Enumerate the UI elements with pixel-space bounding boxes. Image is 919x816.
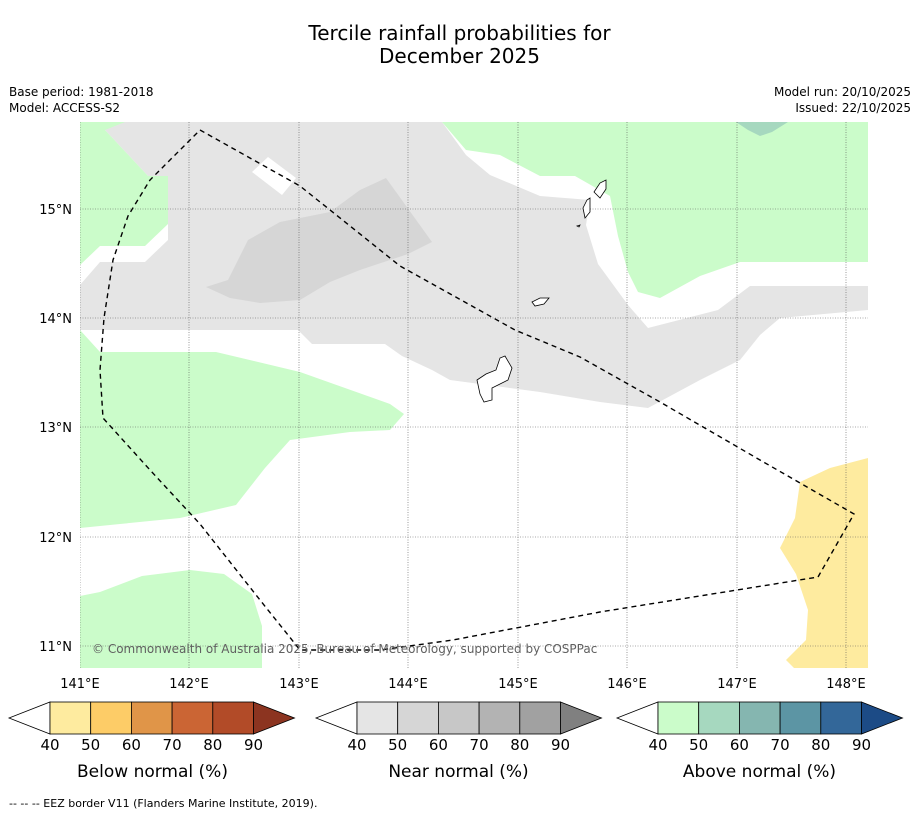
map-area: © Commonwealth of Australia 2025, Bureau… xyxy=(80,122,868,668)
colorbar-tick-label: 80 xyxy=(510,736,529,754)
near-gap-strip xyxy=(252,157,296,195)
islands xyxy=(476,179,607,403)
lon-label: 145°E xyxy=(498,677,538,692)
above-normal-region-w xyxy=(80,330,404,528)
colorbar-segment xyxy=(519,701,561,735)
lon-label: 141°E xyxy=(60,677,100,692)
island-tinian xyxy=(582,197,591,219)
island-rota xyxy=(531,297,550,307)
lon-label: 143°E xyxy=(279,677,319,692)
below-normal-colorbar-title: Below normal (%) xyxy=(77,762,228,782)
colorbar-tick-label: 40 xyxy=(40,736,59,754)
colorbar-arrow-high xyxy=(560,701,603,735)
colorbar-tick-label: 90 xyxy=(551,736,570,754)
eez-footnote: -- -- -- EEZ border V11 (Flanders Marine… xyxy=(9,797,318,810)
above-normal-region-nw xyxy=(80,122,168,265)
island-saipan xyxy=(593,179,607,199)
colorbar-arrow-low xyxy=(314,701,358,735)
colorbar-tick-label: 60 xyxy=(429,736,448,754)
colorbar-arrow-high xyxy=(253,701,296,735)
near-normal-colorbar: 40 50 60 70 80 90 xyxy=(314,701,603,754)
above-normal-colorbar: 40 50 60 70 80 90 xyxy=(615,701,904,754)
lon-label: 146°E xyxy=(607,677,647,692)
colorbar-segment xyxy=(130,701,173,735)
meta-right: Model run: 20/10/2025 Issued: 22/10/2025 xyxy=(774,84,911,116)
colorbar-segment xyxy=(657,701,700,735)
title-line-1: Tercile rainfall probabilities for xyxy=(308,21,611,45)
lat-label: 11°N xyxy=(39,640,72,655)
lon-label: 148°E xyxy=(826,677,866,692)
colorbar-segment xyxy=(478,701,521,735)
colorbar-segment xyxy=(739,701,781,735)
colorbar-segment xyxy=(90,701,132,735)
latitude-labels: 15°N 14°N 13°N 12°N 11°N xyxy=(39,203,72,655)
colorbar-segment xyxy=(49,701,92,735)
rainfall-map: © Commonwealth of Australia 2025, Bureau… xyxy=(39,122,868,692)
meta-left: Base period: 1981-2018 Model: ACCESS-S2 xyxy=(9,84,154,116)
island-guam xyxy=(476,355,513,403)
above-normal-mid-patch xyxy=(736,122,788,136)
gridlines xyxy=(80,122,868,668)
colorbar-segment xyxy=(698,701,740,735)
colorbar-tick-label: 90 xyxy=(852,736,871,754)
colorbar-tick-label: 40 xyxy=(648,736,667,754)
below-normal-colorbar: 40 50 60 70 80 90 xyxy=(7,701,296,754)
colorbar-tick-label: 60 xyxy=(122,736,141,754)
longitude-labels: 141°E 142°E 143°E 144°E 145°E 146°E 147°E 148°E xyxy=(60,677,866,692)
lon-label: 147°E xyxy=(717,677,757,692)
colorbar-tick-label: 50 xyxy=(689,736,708,754)
colorbar-tick-label: 60 xyxy=(730,736,749,754)
near-normal-region xyxy=(80,122,868,408)
above-normal-region-ne xyxy=(442,122,868,298)
colorbar-arrow-high xyxy=(861,701,904,735)
colorbar-tick-label: 70 xyxy=(470,736,489,754)
near-normal-colorbar-title: Near normal (%) xyxy=(388,762,529,782)
copyright-text: © Commonwealth of Australia 2025, Bureau… xyxy=(92,642,597,656)
above-normal-region-sw xyxy=(80,570,262,668)
colorbar-tick-label: 90 xyxy=(244,736,263,754)
colorbar-arrow-low xyxy=(615,701,659,735)
issued-text: Issued: 22/10/2025 xyxy=(795,101,911,115)
lon-label: 142°E xyxy=(169,677,209,692)
above-normal-colorbar-title: Above normal (%) xyxy=(682,762,837,782)
title-line-2: December 2025 xyxy=(379,44,540,68)
lon-label: 144°E xyxy=(388,677,428,692)
colorbar-segment xyxy=(820,701,862,735)
colorbar-segment xyxy=(437,701,480,735)
lat-label: 13°N xyxy=(39,421,72,436)
colorbar-arrow-low xyxy=(7,701,51,735)
colorbar-segment xyxy=(356,701,399,735)
island-aguijan xyxy=(575,224,581,228)
colorbar-tick-label: 50 xyxy=(81,736,100,754)
colorbar-tick-label: 80 xyxy=(811,736,830,754)
colorbar-tick-label: 70 xyxy=(163,736,182,754)
model-run-text: Model run: 20/10/2025 xyxy=(773,85,911,99)
colorbar-segment xyxy=(171,701,214,735)
base-period-text: Base period: 1981-2018 xyxy=(9,85,154,99)
model-text: Model: ACCESS-S2 xyxy=(9,101,121,115)
colorbar-tick-label: 50 xyxy=(388,736,407,754)
colorbar-tick-label: 70 xyxy=(771,736,790,754)
colorbar-segment xyxy=(397,701,439,735)
colorbar-segment xyxy=(212,701,254,735)
colorbar-tick-label: 40 xyxy=(347,736,366,754)
lat-label: 12°N xyxy=(39,531,72,546)
colorbar-tick-label: 80 xyxy=(203,736,222,754)
chart-title: Tercile rainfall probabilities for Decem… xyxy=(0,22,919,68)
lat-label: 15°N xyxy=(39,203,72,218)
colorbar-segment xyxy=(779,701,822,735)
lat-label: 14°N xyxy=(39,312,72,327)
